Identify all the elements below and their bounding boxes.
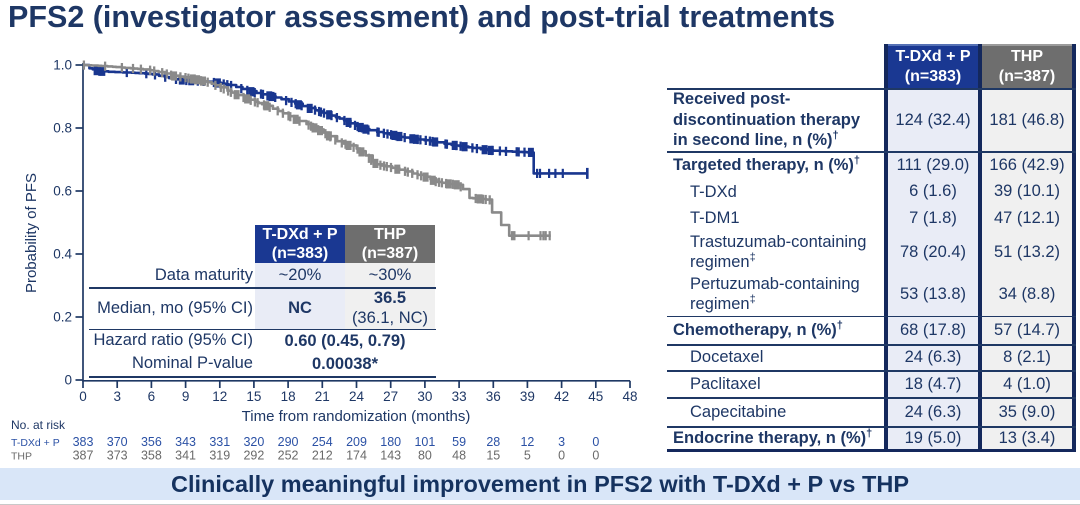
svg-text:Time from randomization (month: Time from randomization (months): [242, 408, 471, 425]
svg-text:254: 254: [312, 435, 333, 449]
svg-text:12: 12: [520, 435, 534, 449]
svg-text:0: 0: [592, 449, 599, 463]
svg-text:0: 0: [79, 389, 87, 404]
svg-text:48: 48: [622, 389, 637, 404]
svg-text:101: 101: [414, 435, 435, 449]
svg-text:48: 48: [452, 449, 466, 463]
svg-text:0: 0: [64, 373, 72, 388]
svg-text:0.2: 0.2: [53, 310, 72, 325]
svg-text:373: 373: [107, 449, 128, 463]
svg-text:33: 33: [452, 389, 467, 404]
svg-text:0: 0: [592, 435, 599, 449]
svg-text:3: 3: [558, 435, 565, 449]
svg-text:T-DXd + P: T-DXd + P: [11, 437, 60, 449]
svg-text:180: 180: [380, 435, 401, 449]
svg-text:80: 80: [418, 449, 432, 463]
svg-text:252: 252: [278, 449, 299, 463]
svg-text:45: 45: [588, 389, 603, 404]
svg-text:21: 21: [315, 389, 330, 404]
svg-text:0.4: 0.4: [53, 247, 72, 262]
svg-text:290: 290: [278, 435, 299, 449]
svg-text:1.0: 1.0: [53, 58, 72, 73]
svg-text:9: 9: [182, 389, 190, 404]
svg-text:292: 292: [243, 449, 264, 463]
svg-text:No. at risk: No. at risk: [11, 418, 66, 432]
svg-text:Probability of PFS: Probability of PFS: [23, 173, 40, 293]
svg-text:0.6: 0.6: [53, 184, 72, 199]
svg-text:30: 30: [417, 389, 432, 404]
svg-text:28: 28: [486, 435, 500, 449]
svg-text:15: 15: [246, 389, 261, 404]
svg-text:341: 341: [175, 449, 196, 463]
svg-text:24: 24: [349, 389, 365, 404]
svg-text:343: 343: [175, 435, 196, 449]
svg-text:331: 331: [209, 435, 230, 449]
svg-text:319: 319: [209, 449, 230, 463]
svg-text:387: 387: [73, 449, 94, 463]
svg-text:27: 27: [383, 389, 398, 404]
svg-text:383: 383: [73, 435, 94, 449]
svg-text:3: 3: [113, 389, 121, 404]
svg-text:39: 39: [520, 389, 535, 404]
svg-text:59: 59: [452, 435, 466, 449]
svg-text:42: 42: [554, 389, 569, 404]
svg-text:174: 174: [346, 449, 367, 463]
svg-text:0: 0: [558, 449, 565, 463]
svg-text:143: 143: [380, 449, 401, 463]
svg-text:15: 15: [486, 449, 500, 463]
svg-text:0.8: 0.8: [53, 121, 72, 136]
svg-text:370: 370: [107, 435, 128, 449]
svg-text:12: 12: [212, 389, 227, 404]
svg-text:THP: THP: [11, 451, 32, 463]
svg-text:18: 18: [281, 389, 296, 404]
svg-text:320: 320: [243, 435, 264, 449]
svg-text:5: 5: [524, 449, 531, 463]
svg-text:209: 209: [346, 435, 367, 449]
svg-text:212: 212: [312, 449, 333, 463]
svg-text:6: 6: [148, 389, 156, 404]
svg-text:356: 356: [141, 435, 162, 449]
svg-text:358: 358: [141, 449, 162, 463]
svg-text:36: 36: [486, 389, 501, 404]
